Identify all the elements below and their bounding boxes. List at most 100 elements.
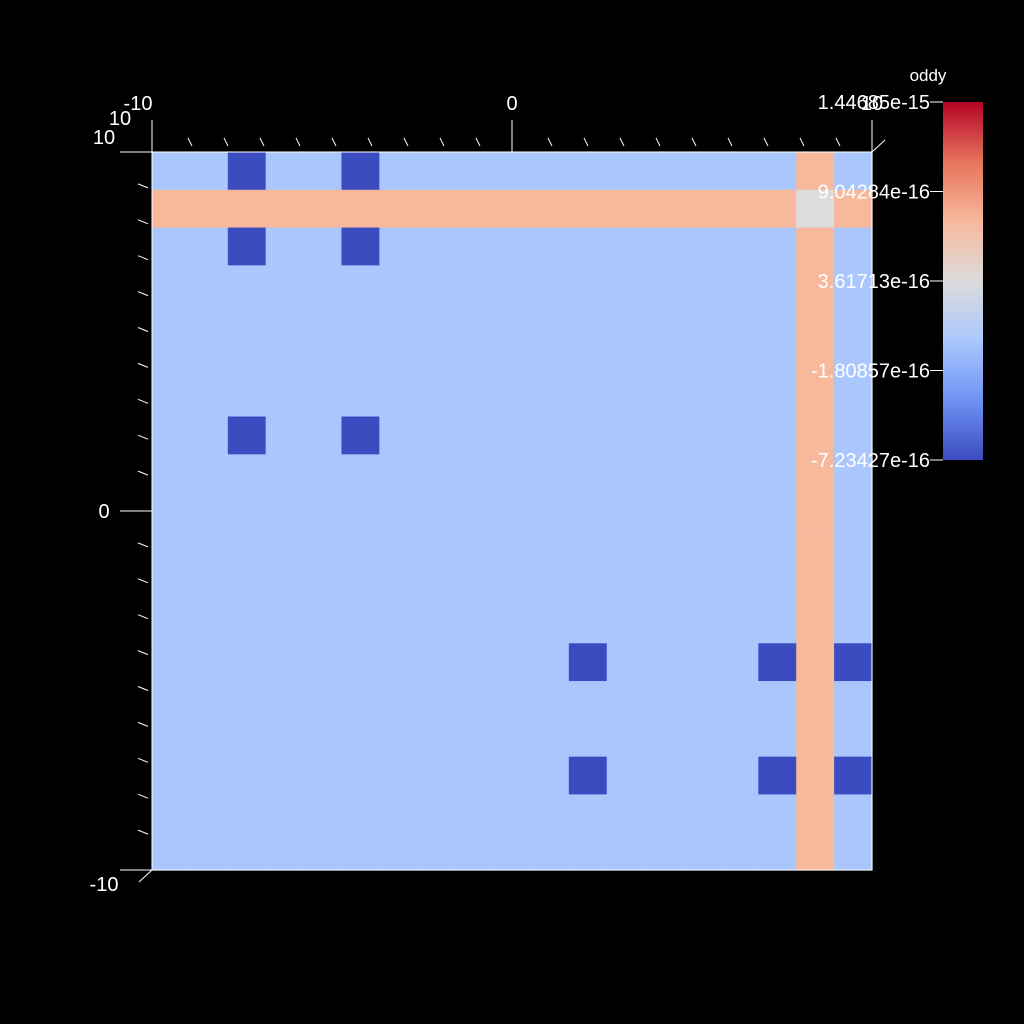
heatmap-cell	[341, 681, 380, 720]
heatmap-cell	[227, 832, 267, 871]
x-minor-tick	[187, 137, 193, 147]
heatmap-cell	[493, 492, 532, 531]
heatmap-cell	[682, 454, 722, 493]
heatmap-cell	[455, 189, 494, 229]
colorbar-tick-label: 1.44685e-15	[818, 92, 930, 114]
x-minor-tick	[223, 137, 229, 147]
heatmap-cell	[530, 794, 570, 833]
heatmap-cell	[265, 832, 305, 871]
colorbar-tick-label: -1.80857e-16	[811, 361, 930, 383]
heatmap-cell	[303, 605, 343, 644]
heatmap-cell	[834, 605, 873, 644]
heatmap-cells	[152, 152, 873, 871]
heatmap-cell	[568, 832, 608, 871]
heatmap-cell	[265, 378, 305, 418]
heatmap-cell	[379, 643, 418, 682]
heatmap-cell	[758, 529, 797, 569]
heatmap-cell	[758, 605, 797, 644]
y-minor-tick	[137, 721, 149, 727]
heatmap-cell	[568, 303, 608, 342]
heatmap-cell	[758, 265, 797, 304]
heatmap-cell	[227, 378, 267, 418]
heatmap-cell	[834, 718, 873, 758]
heatmap-cell	[265, 416, 305, 455]
heatmap-cell	[720, 152, 759, 191]
heatmap-cell	[227, 681, 267, 720]
heatmap-cell	[796, 605, 835, 644]
heatmap-cell	[341, 454, 380, 493]
heatmap-cell	[189, 303, 229, 342]
heatmap-cell	[568, 378, 608, 418]
heatmap-cell	[796, 416, 835, 455]
heatmap-cell	[493, 718, 532, 758]
heatmap-cell	[720, 378, 759, 418]
corner-stroke	[871, 139, 886, 153]
heatmap-cell	[189, 718, 229, 758]
heatmap-cell	[568, 605, 608, 644]
x-minor-tick	[835, 137, 841, 147]
heatmap-cell	[493, 265, 532, 304]
heatmap-cell	[189, 416, 229, 455]
heatmap-cell	[530, 303, 570, 342]
heatmap-cell	[189, 529, 229, 569]
heatmap-cell	[796, 492, 835, 531]
heatmap-cell	[720, 189, 759, 229]
heatmap-cell	[530, 756, 570, 796]
heatmap-cell	[379, 152, 418, 191]
colorbar-tick-label: 9.04284e-16	[818, 182, 930, 204]
heatmap-cell	[227, 189, 267, 229]
heatmap-cell	[644, 794, 684, 833]
heatmap-cell	[758, 567, 797, 607]
heatmap-cell	[152, 492, 191, 531]
heatmap-cell	[568, 756, 608, 796]
heatmap-cell	[796, 832, 835, 871]
heatmap-cell	[379, 303, 418, 342]
heatmap-cell	[227, 303, 267, 342]
heatmap-cell	[189, 605, 229, 644]
heatmap-cell	[606, 454, 646, 493]
y-minor-tick	[137, 578, 149, 584]
heatmap-cell	[227, 567, 267, 607]
heatmap-cell	[227, 492, 267, 531]
heatmap-cell	[834, 832, 873, 871]
colorbar-ticks: 1.44685e-15 9.04284e-16 3.61713e-16 -1.8085…	[811, 92, 943, 472]
heatmap-cell	[227, 340, 267, 380]
heatmap-cell	[227, 152, 267, 191]
heatmap-cell	[379, 265, 418, 304]
x-minor-tick	[331, 137, 337, 147]
heatmap-cell	[189, 643, 229, 682]
heatmap-cell	[606, 303, 646, 342]
x-minor-tick	[475, 137, 481, 147]
y-minor-tick	[137, 362, 149, 368]
heatmap-cell	[417, 152, 456, 191]
x-minor-tick	[259, 137, 265, 147]
heatmap-cell	[417, 416, 456, 455]
heatmap-cell	[379, 416, 418, 455]
heatmap-cell	[379, 227, 418, 266]
heatmap-cell	[455, 832, 494, 871]
heatmap-cell	[493, 378, 532, 418]
heatmap-cell	[644, 340, 684, 380]
heatmap-cell	[568, 718, 608, 758]
heatmap-cell	[606, 378, 646, 418]
x-minor-tick	[439, 137, 445, 147]
heatmap-cell	[644, 529, 684, 569]
heatmap-cell	[379, 681, 418, 720]
heatmap-cell	[568, 643, 608, 682]
heatmap-cell	[265, 681, 305, 720]
x-tick-label: 10	[861, 93, 883, 115]
heatmap-cell	[796, 303, 835, 342]
heatmap-cell	[227, 227, 267, 266]
heatmap-cell	[303, 643, 343, 682]
heatmap-cell	[568, 454, 608, 493]
heatmap-cell	[152, 152, 191, 191]
heatmap-cell	[379, 832, 418, 871]
heatmap-cell	[493, 794, 532, 833]
heatmap-cell	[606, 529, 646, 569]
heatmap-cell	[265, 605, 305, 644]
heatmap-cell	[834, 152, 873, 191]
heatmap-cell	[758, 454, 797, 493]
heatmap-cell	[796, 567, 835, 607]
